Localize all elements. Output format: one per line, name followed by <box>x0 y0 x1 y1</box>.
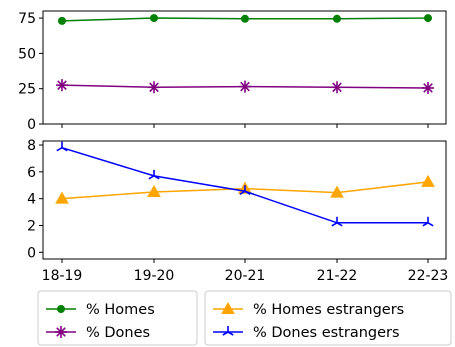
x-tick-label: 21-22 <box>317 268 358 284</box>
x-tick-label: 22-23 <box>408 268 449 284</box>
legend-item: % Homes <box>46 302 155 318</box>
legend-marker <box>221 301 235 314</box>
legend-items: % Homes % Dones % Homes estrangers % Dones … <box>46 301 404 341</box>
y-tick-label: 0 <box>27 245 36 261</box>
legend-label: % Dones <box>86 325 150 341</box>
y-tick-label: 6 <box>27 165 36 181</box>
top-series-group <box>56 14 434 94</box>
bottom-series-group <box>55 141 435 227</box>
data-point <box>330 185 344 198</box>
data-point <box>424 14 432 23</box>
legend-marker <box>222 326 234 336</box>
bottom-panel: 0 2 4 6 8 18-19 19-20 20-21 21-22 22-23 <box>27 138 448 284</box>
top-y-axis: 0 25 50 75 <box>18 11 43 133</box>
y-tick-label: 75 <box>18 11 36 27</box>
bottom-y-axis: 0 2 4 6 8 <box>27 138 43 261</box>
legend-item: % Dones estrangers <box>213 325 400 341</box>
bottom-axes-frame <box>42 140 447 260</box>
y-tick-label: 50 <box>18 46 36 62</box>
data-point <box>239 185 251 195</box>
y-tick-label: 4 <box>27 192 36 208</box>
data-point <box>56 79 68 92</box>
legend-label: % Dones estrangers <box>253 325 400 341</box>
legend-item: % Dones <box>46 325 150 341</box>
legend-box-right <box>204 290 452 346</box>
legend-item: % Homes estrangers <box>213 301 404 318</box>
x-tick-label: 18-19 <box>42 268 83 284</box>
bottom-x-axis: 18-19 19-20 20-21 21-22 22-23 <box>42 259 449 284</box>
data-point <box>241 14 249 23</box>
x-tick-label: 19-20 <box>134 268 175 284</box>
data-point <box>422 81 434 94</box>
x-tick-label: 20-21 <box>225 268 266 284</box>
top-panel: 0 25 50 75 <box>18 10 447 133</box>
data-point <box>56 141 68 152</box>
data-point <box>239 80 251 93</box>
legend: % Homes % Dones % Homes estrangers % Dones … <box>37 290 452 346</box>
data-point <box>422 216 434 227</box>
legend-box-left <box>37 290 198 346</box>
data-point <box>331 81 343 94</box>
top-x-axis-ticks <box>61 124 429 128</box>
data-point <box>148 81 160 94</box>
data-point <box>55 191 69 204</box>
legend-label: % Homes estrangers <box>253 302 404 318</box>
y-tick-label: 8 <box>27 138 36 154</box>
legend-marker <box>57 305 65 313</box>
top-axes-frame <box>42 10 447 125</box>
legend-marker <box>55 326 67 338</box>
data-point <box>148 169 160 180</box>
y-tick-label: 2 <box>27 218 36 234</box>
y-tick-label: 0 <box>27 117 36 133</box>
data-point <box>150 14 158 23</box>
data-point <box>333 14 341 23</box>
y-tick-label: 25 <box>18 82 36 98</box>
legend-label: % Homes <box>86 302 155 318</box>
data-point <box>147 184 161 197</box>
data-point <box>331 216 343 227</box>
data-point <box>58 16 66 25</box>
data-point <box>421 174 435 187</box>
